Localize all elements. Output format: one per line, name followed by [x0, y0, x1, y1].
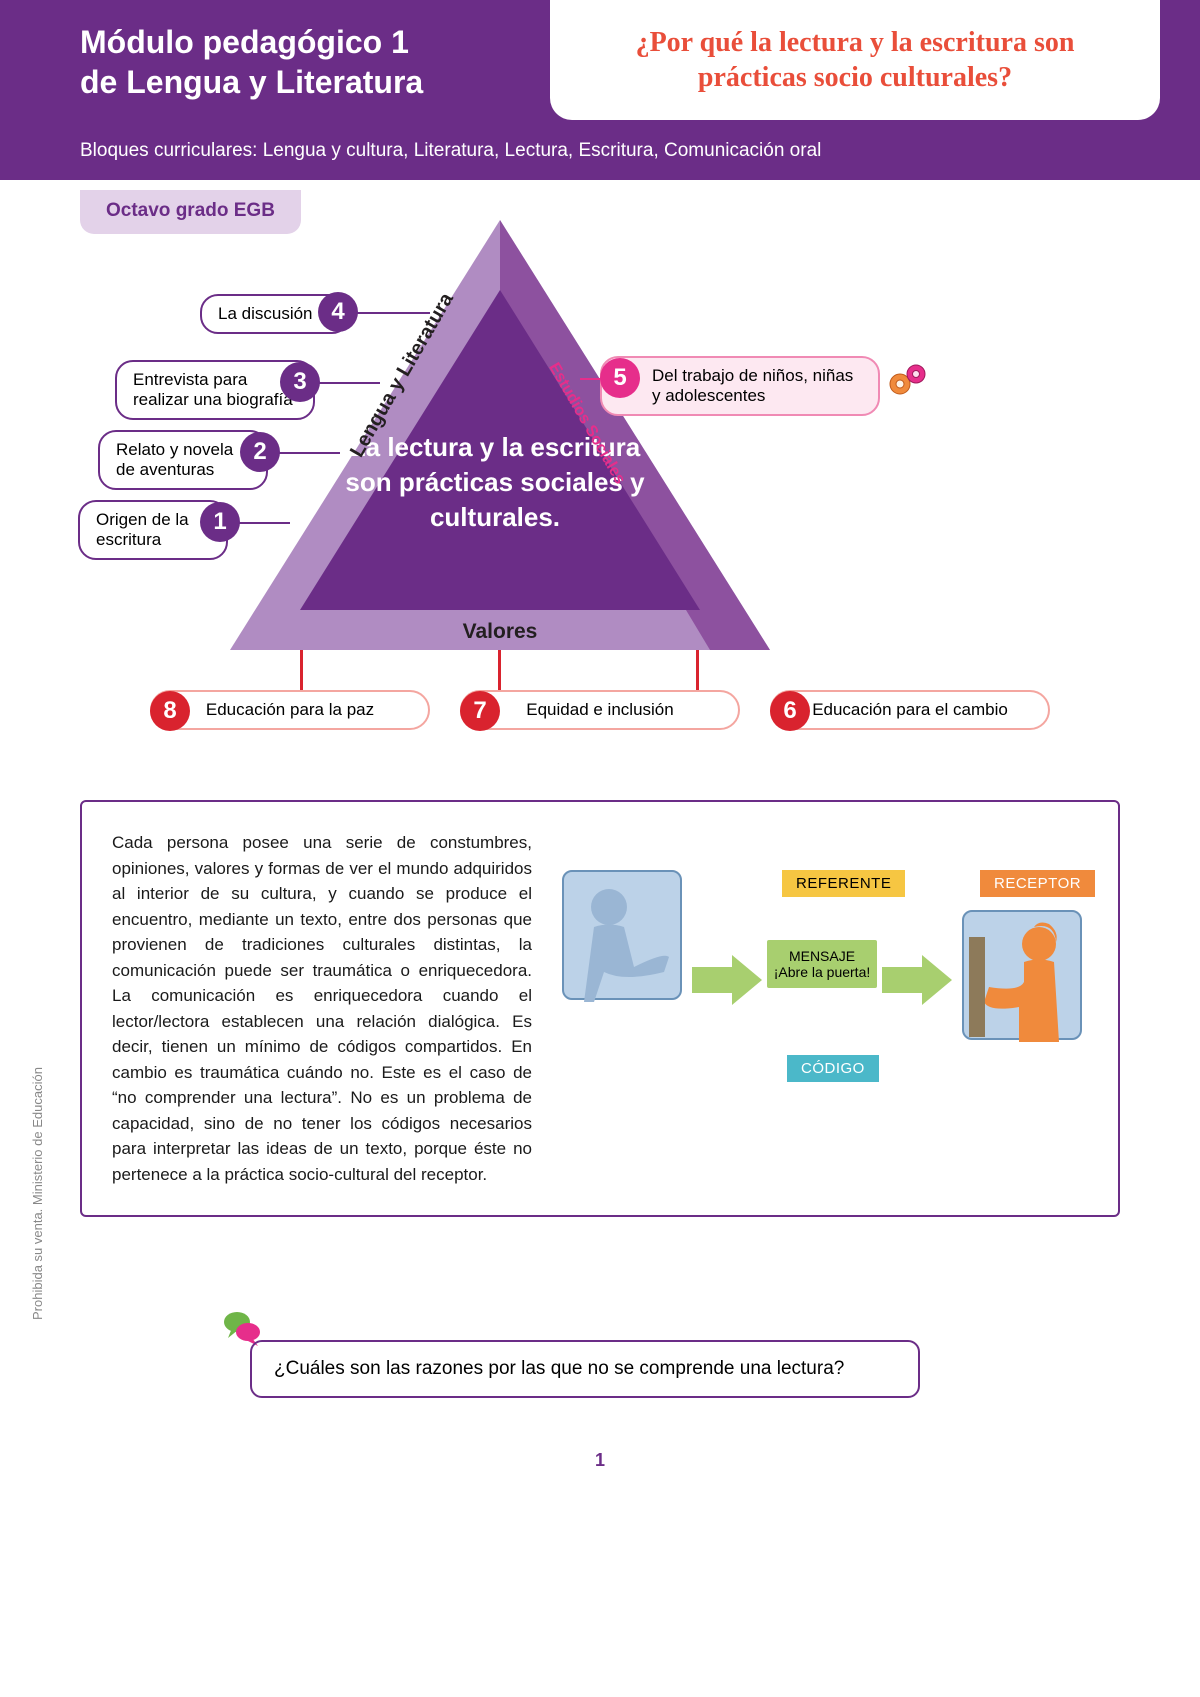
question-text: ¿Cuáles son las razones por las que no s…: [274, 1358, 844, 1379]
bottom-pill-6-text: Educación para el cambio: [812, 700, 1008, 720]
mensaje-label: MENSAJE: [773, 948, 871, 964]
title-line-2: de Lengua y Literatura: [80, 64, 423, 100]
gear-icon: [886, 360, 930, 400]
vline: [696, 650, 699, 692]
comm-label-referente: REFERENTE: [782, 870, 905, 897]
num-badge-1: 1: [200, 502, 240, 542]
topic-pill-3-text: Entrevista para realizar una biografía: [133, 370, 297, 410]
triangle-diagram: La lectura y la escritura son prácticas …: [0, 220, 1200, 740]
topic-question-tab: ¿Por qué la lectura y la escritura son p…: [550, 0, 1160, 120]
mensaje-text: ¡Abre la puerta!: [773, 964, 871, 980]
num-badge-8: 8: [150, 691, 190, 731]
arrow-icon: [692, 955, 762, 1005]
topic-pill-1-text: Origen de la escritura: [96, 510, 210, 550]
page-number: 1: [0, 1450, 1200, 1471]
num-badge-4: 4: [318, 292, 358, 332]
vline: [300, 650, 303, 692]
comm-label-codigo: CÓDIGO: [787, 1055, 879, 1082]
bottom-pill-6: 6 Educación para el cambio: [770, 690, 1050, 730]
emisor-figure: [562, 870, 682, 1000]
topic-pill-4-text: La discusión: [218, 304, 313, 324]
bottom-pill-7-text: Equidad e inclusión: [526, 700, 673, 720]
topic-pill-2-text: Relato y novela de aventuras: [116, 440, 250, 480]
num-badge-2: 2: [240, 432, 280, 472]
title-line-1: Módulo pedagógico 1: [80, 24, 409, 60]
triangle-bottom-label: Valores: [400, 620, 600, 644]
topic-question: ¿Por qué la lectura y la escritura son p…: [580, 25, 1130, 95]
topic-pill-5-text: Del trabajo de niños, niñas y adolescent…: [652, 366, 862, 406]
receptor-figure: [962, 910, 1082, 1040]
bottom-pill-8: 8 Educación para la paz: [150, 690, 430, 730]
num-badge-5: 5: [600, 358, 640, 398]
vline: [498, 650, 501, 692]
num-badge-6: 6: [770, 691, 810, 731]
num-badge-7: 7: [460, 691, 500, 731]
curricular-blocks: Bloques curriculares: Lengua y cultura, …: [80, 140, 821, 162]
mensaje-box: MENSAJE ¡Abre la puerta!: [767, 940, 877, 988]
side-note: Prohibida su venta. Ministerio de Educac…: [30, 1067, 45, 1320]
bottom-pill-7: 7 Equidad e inclusión: [460, 690, 740, 730]
info-paragraph: Cada persona posee una serie de constumb…: [112, 830, 532, 1187]
bottom-pill-8-text: Educación para la paz: [206, 700, 374, 720]
arrow-icon: [882, 955, 952, 1005]
module-title: Módulo pedagógico 1 de Lengua y Literatu…: [80, 22, 423, 102]
topic-pill-5: Del trabajo de niños, niñas y adolescent…: [600, 356, 880, 416]
question-bubble: ¿Cuáles son las razones por las que no s…: [250, 1340, 920, 1398]
comm-label-receptor: RECEPTOR: [980, 870, 1095, 897]
num-badge-3: 3: [280, 362, 320, 402]
header-bar: Módulo pedagógico 1 de Lengua y Literatu…: [0, 0, 1200, 180]
bottom-pills-row: 8 Educación para la paz 7 Equidad e incl…: [150, 690, 1050, 730]
info-box: Cada persona posee una serie de constumb…: [80, 800, 1120, 1217]
communication-diagram: EMISOR REFERENTE RECEPTOR MENSAJE ¡Abre …: [562, 870, 1092, 1150]
